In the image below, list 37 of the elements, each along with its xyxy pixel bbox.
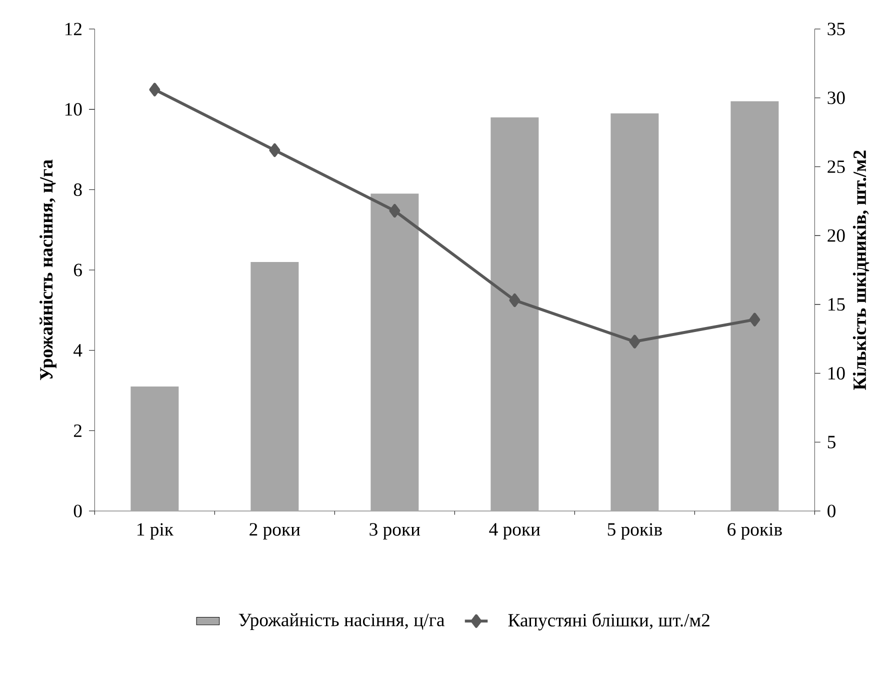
x-tick-label: 2 роки bbox=[250, 523, 300, 540]
y-tick-label: 6 bbox=[74, 264, 82, 276]
bar bbox=[250, 262, 299, 511]
point bbox=[389, 204, 400, 218]
y2-tick-label: 5 bbox=[828, 436, 836, 448]
y-tick-label: 2 bbox=[74, 424, 82, 437]
y-tick-label: 12 bbox=[65, 22, 82, 36]
legend-label: Урожайність насіння, ц/га bbox=[238, 613, 444, 630]
bar bbox=[730, 101, 779, 511]
point bbox=[509, 293, 520, 308]
y2-tick-label: 15 bbox=[828, 298, 845, 311]
point bbox=[149, 82, 160, 96]
bar bbox=[130, 386, 179, 511]
y2-tick-label: 20 bbox=[828, 229, 845, 242]
legend-label: Капустяні блішки, шт./м2 bbox=[508, 613, 710, 630]
y-tick-label: 10 bbox=[65, 103, 82, 116]
x-tick-label: 4 роки bbox=[489, 523, 540, 540]
y2-tick-label: 35 bbox=[828, 22, 845, 36]
x-tick-label: 5 років bbox=[608, 523, 662, 540]
bar bbox=[490, 117, 539, 511]
y-tick-label: 8 bbox=[74, 183, 82, 196]
bar bbox=[610, 113, 659, 511]
y2-tick-label: 25 bbox=[828, 160, 845, 173]
x-tick-label: 3 роки bbox=[370, 523, 420, 540]
y2-tick-label: 30 bbox=[828, 92, 845, 104]
y2-axis-title: Кількість шкідників, шт./м2 bbox=[852, 150, 870, 390]
point bbox=[749, 312, 760, 326]
y-tick-label: 4 bbox=[74, 344, 82, 356]
point bbox=[629, 334, 640, 348]
y2-tick-label: 10 bbox=[828, 366, 845, 380]
y-axis-title: Урожайність насіння, ц/га bbox=[40, 160, 56, 380]
bar bbox=[370, 194, 419, 511]
y2-tick-label: 0 bbox=[828, 504, 836, 518]
x-tick-label: 1 рік bbox=[138, 523, 174, 540]
x-tick-label: 6 років bbox=[728, 523, 782, 540]
y-tick-label: 0 bbox=[74, 504, 82, 518]
point bbox=[269, 143, 280, 157]
